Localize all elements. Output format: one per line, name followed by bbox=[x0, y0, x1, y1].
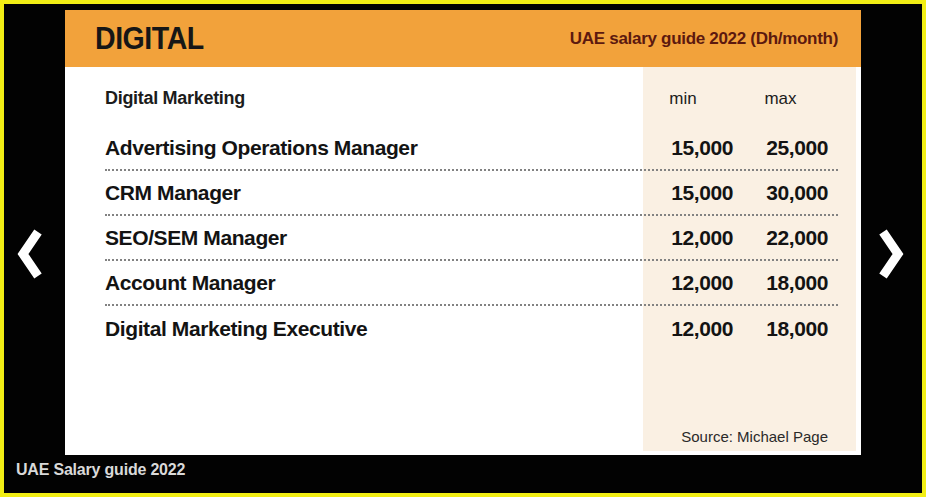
table-rows: Advertising Operations Manager 15,000 25… bbox=[105, 126, 838, 351]
row-max: 18,000 bbox=[733, 317, 838, 341]
salary-table: Digital Marketing min max Advertising Op… bbox=[65, 85, 861, 351]
row-max: 25,000 bbox=[733, 136, 838, 160]
row-role: SEO/SEM Manager bbox=[105, 226, 633, 250]
table-row: Advertising Operations Manager 15,000 25… bbox=[105, 126, 838, 171]
card-subtitle: UAE salary guide 2022 (Dh/month) bbox=[570, 29, 838, 49]
chevron-right-icon bbox=[877, 226, 905, 285]
prev-button[interactable] bbox=[15, 226, 45, 284]
next-button[interactable] bbox=[876, 226, 906, 284]
page-title: DIGITAL bbox=[95, 21, 204, 57]
row-min: 12,000 bbox=[633, 271, 733, 295]
row-role: Account Manager bbox=[105, 271, 633, 295]
table-row: CRM Manager 15,000 30,000 bbox=[105, 171, 838, 216]
table-row: Account Manager 12,000 18,000 bbox=[105, 261, 838, 306]
table-row: SEO/SEM Manager 12,000 22,000 bbox=[105, 216, 838, 261]
table-row: Digital Marketing Executive 12,000 18,00… bbox=[105, 306, 838, 351]
row-max: 18,000 bbox=[733, 271, 838, 295]
column-header-min: min bbox=[633, 89, 733, 109]
row-min: 15,000 bbox=[633, 136, 733, 160]
card-header: DIGITAL UAE salary guide 2022 (Dh/month) bbox=[65, 10, 861, 67]
carousel-stage: DIGITAL UAE salary guide 2022 (Dh/month)… bbox=[0, 0, 926, 497]
row-min: 15,000 bbox=[633, 181, 733, 205]
source-credit: Source: Michael Page bbox=[681, 428, 828, 445]
table-header-row: Digital Marketing min max bbox=[105, 85, 838, 112]
row-min: 12,000 bbox=[633, 317, 733, 341]
group-label: Digital Marketing bbox=[105, 88, 633, 109]
salary-guide-card: DIGITAL UAE salary guide 2022 (Dh/month)… bbox=[65, 10, 861, 455]
column-header-max: max bbox=[733, 89, 838, 109]
card-body: Digital Marketing min max Advertising Op… bbox=[65, 67, 861, 455]
row-max: 22,000 bbox=[733, 226, 838, 250]
row-max: 30,000 bbox=[733, 181, 838, 205]
row-role: Advertising Operations Manager bbox=[105, 136, 633, 160]
row-min: 12,000 bbox=[633, 226, 733, 250]
carousel-caption: UAE Salary guide 2022 bbox=[16, 461, 185, 479]
row-role: Digital Marketing Executive bbox=[105, 317, 633, 341]
chevron-left-icon bbox=[16, 226, 44, 285]
row-role: CRM Manager bbox=[105, 181, 633, 205]
